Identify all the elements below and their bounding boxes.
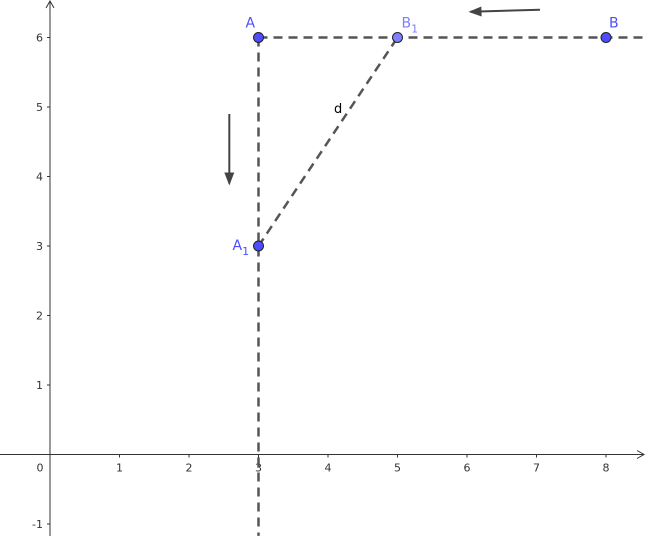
x-tick-label: 7 bbox=[533, 462, 540, 475]
y-tick-label: 4 bbox=[36, 171, 43, 184]
point-label-B: B bbox=[609, 16, 619, 32]
point-B1[interactable] bbox=[392, 32, 403, 43]
point-label-B1: B1 bbox=[402, 16, 419, 36]
arrow-left-head bbox=[468, 6, 482, 17]
y-tick-label: 1 bbox=[36, 379, 43, 392]
point-label-main: B bbox=[609, 16, 619, 32]
y-tick-label: 2 bbox=[36, 310, 43, 323]
x-tick-label: 1 bbox=[116, 462, 123, 475]
x-axis-arrowhead bbox=[636, 450, 645, 459]
y-tick-label: 3 bbox=[36, 240, 43, 253]
x-tick-label: 2 bbox=[186, 462, 193, 475]
y-axis-arrowhead bbox=[45, 0, 55, 9]
x-tick-label: 4 bbox=[325, 462, 332, 475]
lines: d bbox=[257, 36, 645, 536]
point-label-A: A bbox=[246, 16, 256, 32]
y-tick-label: 6 bbox=[36, 32, 43, 45]
segment-label-d: d bbox=[334, 102, 342, 117]
x-tick-label: 5 bbox=[394, 462, 401, 475]
point-label-subscript: 1 bbox=[411, 23, 418, 36]
motion-arrows bbox=[224, 6, 541, 186]
point-label-main: B bbox=[402, 16, 412, 32]
point-label-main: A bbox=[246, 16, 256, 32]
point-A1[interactable] bbox=[253, 240, 264, 252]
point-label-main: A bbox=[233, 238, 243, 254]
segment-d[interactable] bbox=[257, 36, 399, 247]
y-tick-label: -1 bbox=[32, 518, 43, 531]
x-tick-label: 3 bbox=[255, 462, 262, 475]
x-tick-label: 0 bbox=[37, 462, 44, 475]
point-label-subscript: 1 bbox=[242, 245, 249, 258]
arrow-down-head bbox=[224, 172, 235, 186]
y-tick-label: 5 bbox=[36, 101, 43, 114]
point-label-A1: A1 bbox=[233, 238, 250, 258]
x-tick-label: 8 bbox=[603, 462, 610, 475]
x-tick-label: 6 bbox=[464, 462, 471, 475]
point-A[interactable] bbox=[253, 32, 264, 43]
point-B[interactable] bbox=[600, 32, 612, 43]
arrow-left-shaft bbox=[470, 8, 541, 13]
